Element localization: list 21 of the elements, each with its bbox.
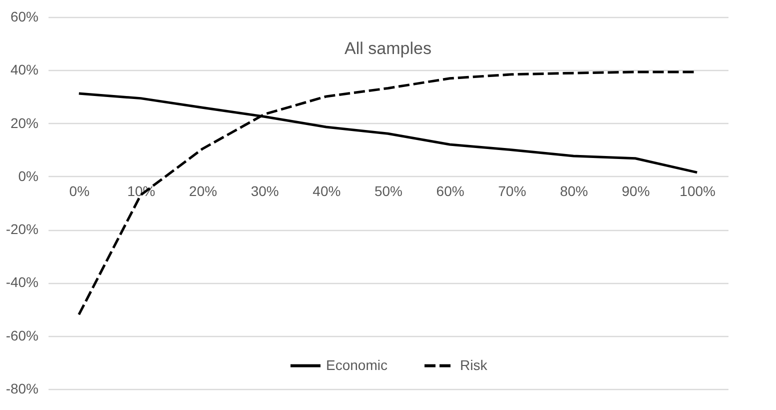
legend-label: Risk bbox=[460, 356, 488, 373]
x-tick-label: 50% bbox=[374, 182, 403, 199]
x-tick-label: 70% bbox=[498, 182, 526, 199]
x-tick-label: 100% bbox=[680, 182, 716, 199]
x-tick-label: 0% bbox=[69, 182, 90, 199]
y-tick-label: -60% bbox=[6, 327, 38, 344]
x-tick-label: 30% bbox=[250, 182, 279, 199]
x-tick-label: 20% bbox=[189, 182, 218, 199]
y-tick-label: 20% bbox=[10, 114, 38, 131]
y-tick-label: 0% bbox=[18, 168, 38, 184]
x-tick-label: 90% bbox=[622, 182, 650, 199]
y-tick-label: 40% bbox=[10, 62, 38, 78]
x-tick-label: 40% bbox=[312, 182, 341, 199]
x-tick-label: 60% bbox=[436, 182, 464, 199]
x-tick-label: 80% bbox=[560, 182, 588, 199]
y-tick-label: -20% bbox=[6, 221, 38, 238]
y-tick-label: -80% bbox=[6, 380, 38, 396]
text: All samples bbox=[344, 39, 432, 58]
y-tick-label: -40% bbox=[6, 274, 38, 290]
y-tick-label: 60% bbox=[10, 8, 38, 24]
legend-label: Economic bbox=[326, 356, 388, 373]
